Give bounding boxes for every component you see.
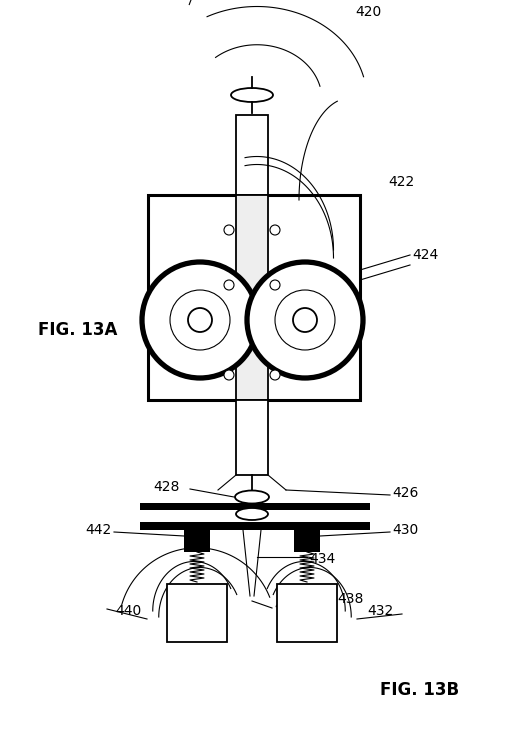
Text: 438: 438	[337, 592, 364, 607]
Ellipse shape	[236, 508, 268, 520]
Circle shape	[247, 262, 363, 378]
Circle shape	[224, 280, 234, 290]
Text: 420: 420	[355, 5, 381, 19]
Text: 430: 430	[392, 523, 418, 537]
Circle shape	[270, 280, 280, 290]
Ellipse shape	[231, 88, 273, 102]
Circle shape	[224, 225, 234, 235]
Text: 442: 442	[86, 523, 112, 537]
Text: 432: 432	[367, 604, 393, 618]
Circle shape	[188, 308, 212, 332]
Text: 440: 440	[116, 604, 142, 618]
Text: 426: 426	[392, 486, 418, 500]
Circle shape	[270, 370, 280, 380]
Bar	[236, 400, 268, 475]
Text: 436: 436	[274, 599, 300, 613]
Bar	[140, 503, 370, 510]
Circle shape	[293, 308, 317, 332]
Text: 434: 434	[309, 552, 335, 566]
Text: 422: 422	[388, 175, 414, 189]
Bar	[277, 584, 337, 642]
Ellipse shape	[235, 490, 269, 503]
Text: 428: 428	[154, 480, 180, 494]
Circle shape	[275, 290, 335, 350]
Circle shape	[170, 290, 230, 350]
Text: 424: 424	[412, 248, 438, 262]
Bar	[148, 195, 360, 400]
Bar	[140, 522, 370, 530]
Bar	[167, 584, 227, 642]
Bar	[184, 530, 210, 552]
Bar	[294, 530, 320, 552]
Circle shape	[224, 370, 234, 380]
Text: FIG. 13B: FIG. 13B	[380, 681, 459, 699]
Text: FIG. 13A: FIG. 13A	[38, 321, 117, 339]
Bar	[236, 195, 268, 400]
Circle shape	[142, 262, 258, 378]
Circle shape	[270, 225, 280, 235]
Bar	[236, 115, 268, 195]
